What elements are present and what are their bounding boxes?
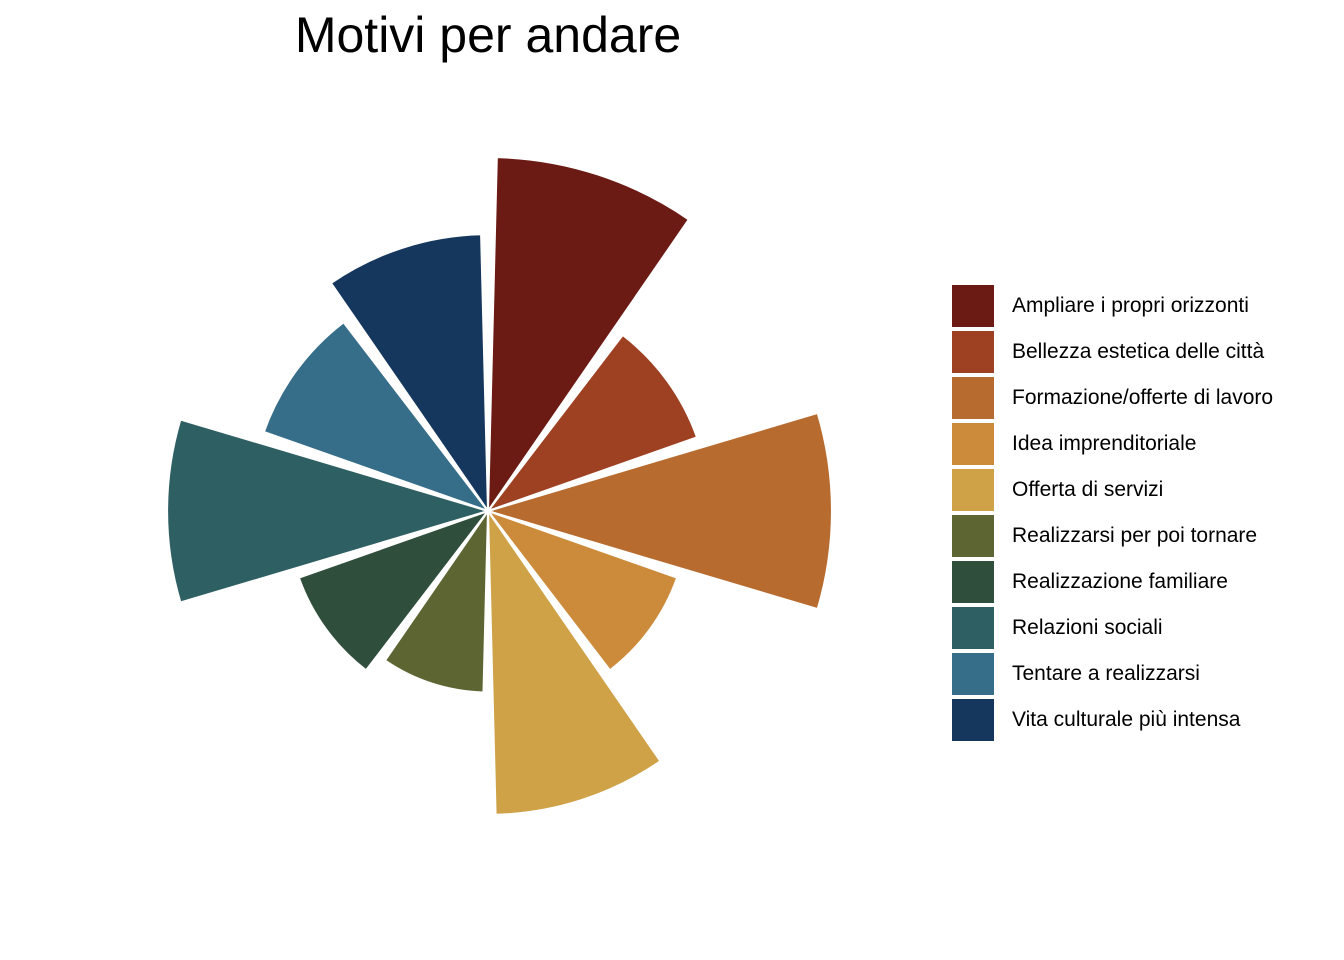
legend-label: Vita culturale più intensa	[1012, 708, 1241, 731]
legend-label: Realizzazione familiare	[1012, 570, 1228, 593]
wedge-5	[486, 507, 662, 816]
wedge-6	[383, 507, 490, 694]
legend-label: Offerta di servizi	[1012, 478, 1164, 501]
legend-item: Realizzazione familiare	[952, 559, 1273, 605]
legend-label: Tentare a realizzarsi	[1012, 662, 1200, 685]
legend-swatch	[952, 285, 994, 327]
wedge-7	[297, 508, 491, 672]
legend-label: Ampliare i propri orizzonti	[1012, 294, 1249, 317]
legend-swatch	[952, 607, 994, 649]
legend-item: Realizzarsi per poi tornare	[952, 513, 1273, 559]
legend-item: Tentare a realizzarsi	[952, 651, 1273, 697]
wedge-9	[262, 320, 491, 514]
legend-label: Realizzarsi per poi tornare	[1012, 524, 1258, 547]
legend-swatch	[952, 561, 994, 603]
legend-label: Formazione/offerte di lavoro	[1012, 386, 1274, 409]
legend-item: Formazione/offerte di lavoro	[952, 375, 1273, 421]
wedge-3	[484, 411, 833, 611]
legend-label: Idea imprenditoriale	[1012, 432, 1197, 455]
wedge-4	[485, 508, 679, 672]
legend-label: Bellezza estetica delle città	[1012, 340, 1265, 363]
legend-swatch	[952, 515, 994, 557]
legend-item: Offerta di servizi	[952, 467, 1273, 513]
legend: Ampliare i propri orizzonti Bellezza este…	[952, 283, 1273, 743]
wedge-1	[486, 156, 691, 515]
legend-swatch	[952, 423, 994, 465]
legend-swatch	[952, 331, 994, 373]
chart-title: Motivi per andare	[294, 7, 682, 63]
legend-item: Bellezza estetica delle città	[952, 329, 1273, 375]
legend-item: Relazioni sociali	[952, 605, 1273, 651]
legend-item: Ampliare i propri orizzonti	[952, 283, 1273, 329]
legend-item: Idea imprenditoriale	[952, 421, 1273, 467]
legend-item: Vita culturale più intensa	[952, 697, 1273, 743]
legend-swatch	[952, 653, 994, 695]
wedge-10	[329, 233, 490, 515]
legend-swatch	[952, 699, 994, 741]
wedge-8	[166, 418, 492, 604]
wedge-2	[485, 333, 699, 514]
legend-swatch	[952, 377, 994, 419]
legend-swatch	[952, 469, 994, 511]
legend-label: Relazioni sociali	[1012, 616, 1163, 639]
